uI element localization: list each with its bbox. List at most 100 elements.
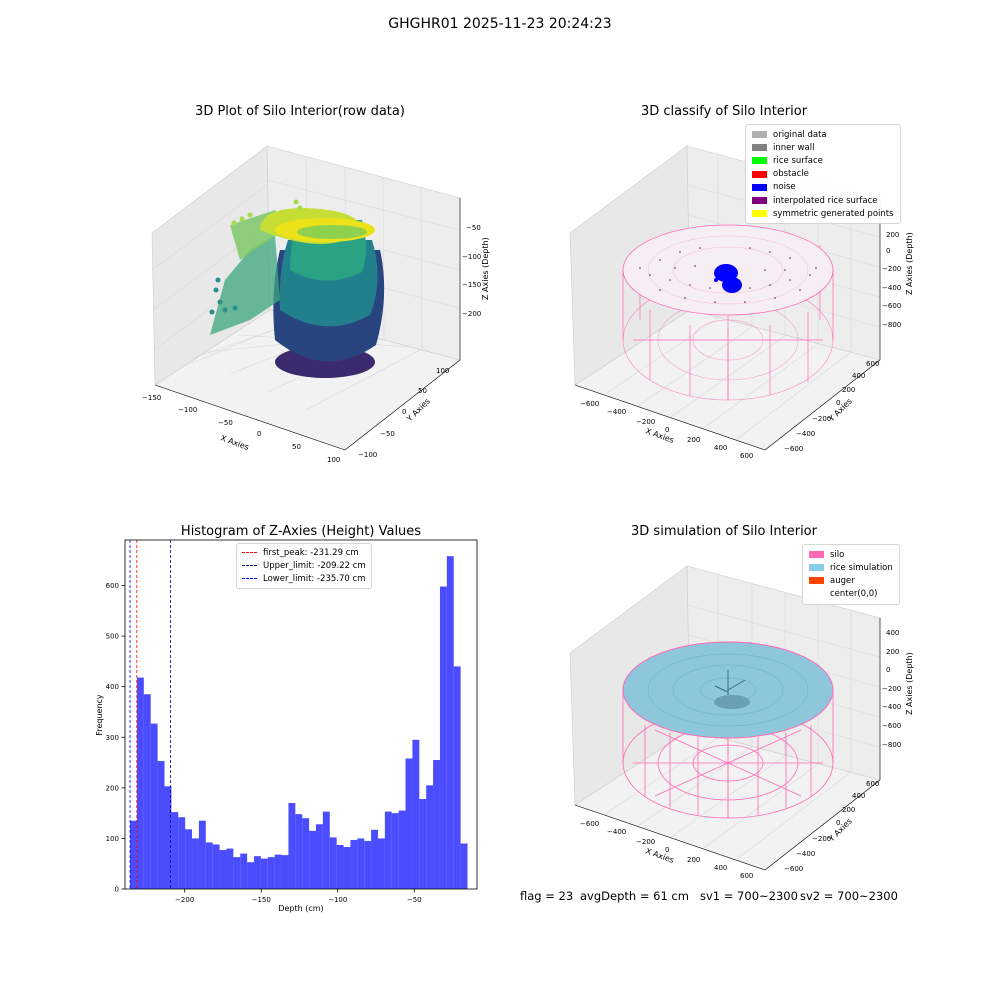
raw-x-tick: −100 bbox=[178, 406, 197, 414]
classify-x-tick: 400 bbox=[714, 444, 727, 452]
legend-item: rice simulation bbox=[809, 561, 893, 574]
legend-item: rice surface bbox=[752, 154, 894, 167]
raw-x-tick: −50 bbox=[218, 419, 233, 427]
simulation-y-tick: 0 bbox=[836, 819, 840, 827]
raw-z-tick: −100 bbox=[462, 253, 481, 261]
histogram-bar bbox=[377, 838, 385, 889]
legend-label: first_peak: -231.29 cm bbox=[263, 547, 359, 558]
simulation-y-tick: 200 bbox=[842, 806, 855, 814]
classify-z-tick: −400 bbox=[882, 284, 901, 292]
simulation-x-tick: 400 bbox=[714, 864, 727, 872]
histogram-chart: −200 −150 −100 −50 0 100 200 300 400 500 600 Dept… bbox=[95, 539, 478, 913]
y-tick-label: 0 bbox=[115, 886, 119, 894]
histogram-bar bbox=[364, 840, 372, 889]
raw-y-tick: 100 bbox=[436, 367, 449, 375]
classify-y-tick: 200 bbox=[842, 386, 855, 394]
classify-x-label: X Axies bbox=[644, 426, 675, 445]
y-tick-label: 500 bbox=[106, 633, 119, 641]
simulation-x-tick: 200 bbox=[687, 856, 700, 864]
x-tick-label: −100 bbox=[328, 896, 347, 904]
histogram-y-label: Frequency bbox=[95, 694, 104, 736]
legend-label: obstacle bbox=[773, 169, 809, 180]
classify-y-tick: −600 bbox=[784, 445, 803, 453]
histogram-title: Histogram of Z-Axies (Height) Values bbox=[180, 524, 422, 539]
legend-item: center(0,0) bbox=[809, 588, 893, 601]
histogram-bar bbox=[460, 843, 468, 889]
simulation-z-tick: −800 bbox=[882, 741, 901, 749]
classify-z-label: Z Axies (Depth) bbox=[905, 232, 914, 295]
histogram-bar bbox=[150, 723, 158, 889]
histogram-bar bbox=[164, 786, 172, 889]
simulation-silo-wireframe bbox=[622, 690, 834, 819]
raw-y-label: Y Axies bbox=[404, 397, 432, 425]
histogram-bar bbox=[171, 812, 179, 889]
classify-y-tick: −200 bbox=[812, 415, 831, 423]
histogram-bar bbox=[405, 758, 413, 889]
legend-item: auger bbox=[809, 574, 893, 587]
classify-x-tick: 600 bbox=[740, 452, 753, 460]
simulation-y-tick: −600 bbox=[784, 865, 803, 873]
flag-text: flag = 23 bbox=[520, 889, 574, 903]
simulation-z-tick: −400 bbox=[882, 703, 901, 711]
histogram-bar bbox=[384, 811, 392, 889]
raw-z-tick: −150 bbox=[462, 281, 481, 289]
histogram-bar bbox=[453, 666, 461, 889]
histogram-bar bbox=[219, 850, 227, 889]
x-tick-label: −50 bbox=[407, 896, 422, 904]
simulation-plot-title: 3D simulation of Silo Interior bbox=[631, 524, 817, 539]
histogram-bar bbox=[274, 854, 282, 889]
avg-depth-text: avgDepth = 61 cm bbox=[580, 889, 689, 903]
simulation-z-label: Z Axies (Depth) bbox=[905, 652, 914, 715]
classify-y-tick: −400 bbox=[796, 430, 815, 438]
simulation-x-tick: 600 bbox=[740, 872, 753, 880]
legend-label: auger bbox=[830, 575, 855, 586]
raw-z-tick: −200 bbox=[462, 310, 481, 318]
histogram-bar bbox=[350, 839, 358, 889]
legend-label: inner wall bbox=[773, 142, 815, 153]
histogram-bar bbox=[254, 856, 261, 889]
classify-y-tick: 400 bbox=[852, 372, 865, 380]
legend-label: symmetric generated points bbox=[773, 208, 894, 219]
sv1-text: sv1 = 700~2300 bbox=[700, 889, 798, 903]
raw-x-tick: 0 bbox=[257, 430, 261, 438]
histogram-bar bbox=[212, 844, 220, 889]
histogram-bar bbox=[295, 814, 303, 889]
histogram-bar bbox=[143, 694, 151, 889]
histogram-bar bbox=[426, 785, 434, 889]
y-tick-label: 600 bbox=[106, 582, 119, 590]
raw-x-tick: 50 bbox=[292, 443, 301, 451]
histogram-bar bbox=[329, 837, 337, 889]
classify-x-tick: 0 bbox=[665, 426, 669, 434]
simulation-x-label: X Axies bbox=[644, 846, 675, 865]
legend-label: original data bbox=[773, 129, 827, 140]
histogram-bar bbox=[315, 824, 323, 889]
raw-y-tick: 50 bbox=[418, 387, 427, 395]
classify-z-tick: −200 bbox=[882, 265, 901, 273]
y-tick-label: 200 bbox=[106, 784, 119, 792]
histogram-bar bbox=[157, 761, 165, 889]
classify-x-tick: 200 bbox=[687, 436, 700, 444]
histogram-x-label: Depth (cm) bbox=[278, 904, 323, 913]
raw-y-tick: 0 bbox=[402, 408, 406, 416]
auger-icon bbox=[714, 670, 746, 695]
legend-label: rice surface bbox=[773, 155, 823, 166]
histogram-bar bbox=[391, 813, 399, 889]
histogram-bar bbox=[226, 848, 234, 889]
histogram-bar bbox=[371, 829, 378, 889]
simulation-z-tick: −200 bbox=[882, 685, 901, 693]
histogram-frame bbox=[124, 539, 478, 890]
histogram-bar bbox=[357, 838, 365, 889]
legend-label: Upper_limit: -209.22 cm bbox=[263, 560, 366, 571]
x-tick-label: −200 bbox=[175, 896, 194, 904]
histogram-bar bbox=[130, 820, 137, 889]
classify-x-tick: −200 bbox=[636, 418, 655, 426]
raw-z-tick: −50 bbox=[466, 224, 481, 232]
simulation-x-tick: −600 bbox=[580, 820, 599, 828]
raw-x-label: X Axies bbox=[219, 433, 250, 452]
x-tick-label: −150 bbox=[252, 896, 271, 904]
histogram-bar bbox=[322, 811, 330, 889]
histogram-bar bbox=[178, 817, 186, 889]
histogram-legend: first_peak: -231.29 cm Upper_limit: -209… bbox=[236, 543, 372, 589]
classify-z-tick: 0 bbox=[886, 247, 890, 255]
classify-z-tick: −800 bbox=[882, 321, 901, 329]
